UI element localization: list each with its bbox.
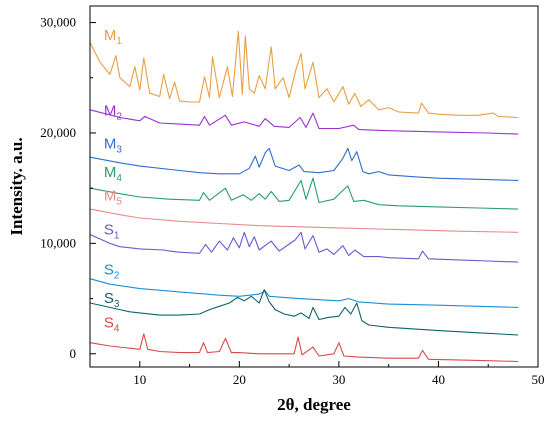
series-label-main: S [104, 261, 114, 278]
series-label-main: S [104, 222, 114, 239]
series-label-main: M [104, 187, 117, 204]
series-line-s4 [89, 333, 519, 363]
series-label-m1: M1 [104, 27, 123, 47]
x-axis-title: 2θ, degree [277, 395, 351, 414]
series-line-s3 [89, 289, 519, 336]
series-line-s2 [89, 278, 519, 308]
series-label-subscript: 2 [116, 111, 122, 122]
series-label-m5: M5 [104, 187, 123, 207]
series-label-main: M [104, 27, 117, 44]
x-tick-label: 50 [532, 372, 545, 387]
series-label-subscript: 3 [116, 144, 122, 155]
series-layer [89, 30, 519, 363]
series-line-m4 [89, 177, 519, 210]
series-label-main: S [104, 314, 114, 331]
y-axis-title: Intensity. a.u. [7, 137, 26, 235]
series-label-m4: M4 [104, 164, 123, 184]
series-line-m3 [89, 147, 519, 181]
series-line-m2 [89, 109, 519, 135]
series-label-s3: S3 [104, 290, 120, 310]
series-line-m1 [89, 30, 519, 119]
series-label-main: M [104, 135, 117, 152]
plot-frame [89, 5, 539, 368]
x-tick-label: 40 [432, 372, 445, 387]
series-label-m2: M2 [104, 102, 123, 122]
x-tick-label: 30 [332, 372, 345, 387]
series-label-main: M [104, 164, 117, 181]
series-label-s4: S4 [104, 314, 120, 334]
series-label-m3: M3 [104, 135, 123, 155]
series-label-subscript: 3 [114, 299, 120, 310]
tick-layer: 10 20 30 40 50 0 10,000 20,000 30,000 [40, 15, 544, 387]
x-tick-label: 20 [233, 372, 246, 387]
series-label-main: S [104, 290, 114, 307]
y-tick-label: 30,000 [40, 15, 76, 30]
y-tick-label: 20,000 [40, 125, 76, 140]
x-tick-label: 10 [133, 372, 146, 387]
series-label-s1: S1 [104, 222, 120, 242]
series-label-subscript: 1 [114, 231, 120, 242]
y-tick-label: 0 [70, 346, 77, 361]
series-label-subscript: 2 [114, 270, 120, 281]
series-label-main: M [104, 102, 117, 119]
series-label-s2: S2 [104, 261, 120, 281]
series-label-subscript: 5 [116, 196, 122, 207]
series-label-subscript: 1 [116, 36, 122, 47]
series-line-s1 [89, 231, 519, 263]
y-tick-label: 10,000 [40, 235, 76, 250]
series-label-subscript: 4 [114, 323, 120, 334]
series-line-m5 [89, 208, 519, 233]
series-label-subscript: 4 [116, 173, 122, 184]
